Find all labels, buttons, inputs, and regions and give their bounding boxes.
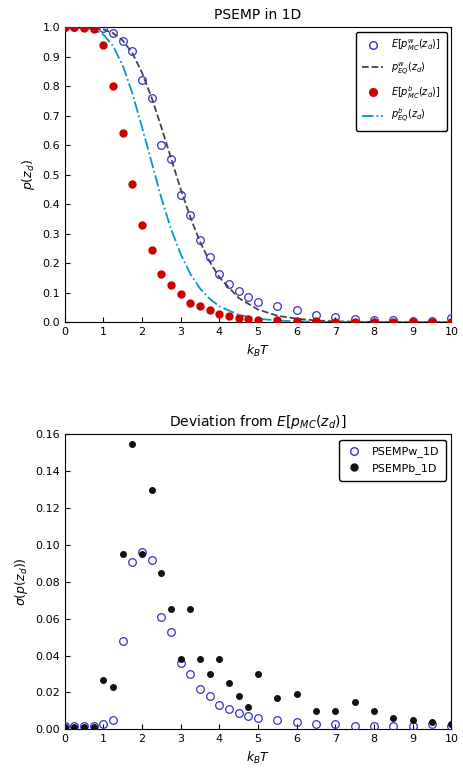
X-axis label: $k_BT$: $k_BT$ — [246, 342, 270, 359]
Legend: $E[p^w_{MC}(z_d)]$, $p^w_{EQ}(z_d)$, $E[p^b_{MC}(z_d)]$, $p^b_{EQ}(z_d)$: $E[p^w_{MC}(z_d)]$, $p^w_{EQ}(z_d)$, $E[… — [356, 32, 447, 131]
Y-axis label: $\sigma(p(z_d))$: $\sigma(p(z_d))$ — [13, 558, 30, 606]
Y-axis label: $p(z_d)$: $p(z_d)$ — [19, 159, 37, 190]
Title: Deviation from $E[p_{MC}(z_d)]$: Deviation from $E[p_{MC}(z_d)]$ — [169, 413, 347, 431]
X-axis label: $k_BT$: $k_BT$ — [246, 750, 270, 766]
Legend: PSEMPw_1D, PSEMPb_1D: PSEMPw_1D, PSEMPb_1D — [339, 440, 446, 480]
Title: PSEMP in 1D: PSEMP in 1D — [214, 8, 302, 22]
